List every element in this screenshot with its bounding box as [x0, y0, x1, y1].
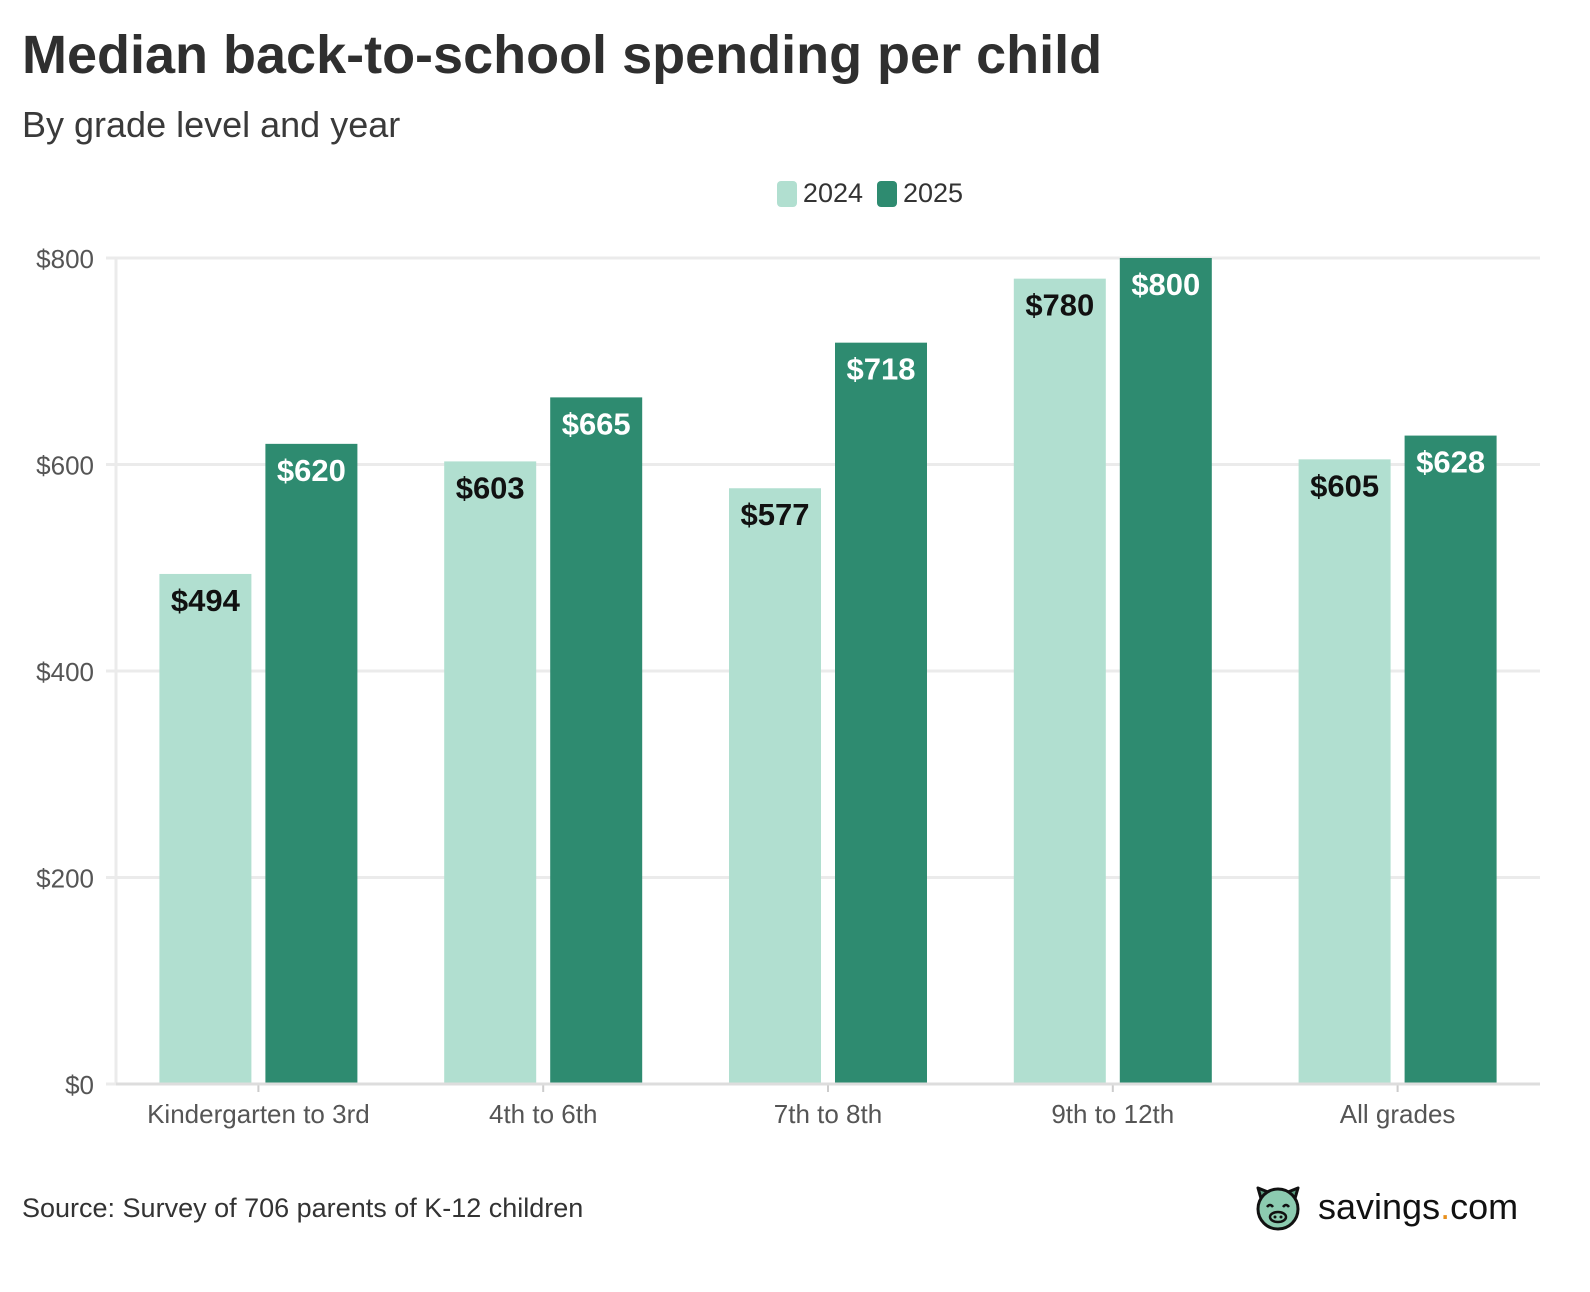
legend-swatch-2024	[776, 180, 797, 207]
y-tick-label: $800	[36, 244, 94, 274]
bar-2025	[1404, 435, 1497, 1085]
bar-2024	[1013, 278, 1106, 1084]
legend-label-2024: 2024	[802, 178, 863, 208]
data-label-2025: $718	[847, 352, 916, 387]
bar-2025	[265, 443, 358, 1085]
y-tick-label: $400	[36, 657, 94, 687]
bar-2024	[729, 488, 821, 1084]
x-tick-label: 7th to 8th	[774, 1099, 882, 1129]
x-tick-label: All grades	[1340, 1099, 1456, 1129]
legend-swatch-2025	[877, 180, 897, 207]
legend-item-2024: 2024	[776, 178, 863, 209]
x-tick-label: 9th to 12th	[1051, 1099, 1174, 1129]
pig-icon	[1256, 1186, 1300, 1231]
data-label-2024: $603	[456, 470, 525, 505]
chart-subtitle: By grade level and year	[22, 104, 401, 145]
x-tick-label: 4th to 6th	[489, 1099, 597, 1129]
logo-text: savings.com	[1318, 1186, 1519, 1227]
source-note: Source: Survey of 706 parents of K-12 ch…	[22, 1193, 584, 1223]
data-label-2025: $628	[1416, 445, 1485, 480]
data-label-2024: $494	[171, 583, 241, 618]
data-label-2024: $577	[741, 497, 810, 532]
data-label-2024: $605	[1310, 468, 1379, 503]
legend-item-2025: 2025	[877, 178, 963, 209]
bar-2024	[444, 461, 537, 1085]
data-label-2025: $620	[277, 453, 346, 488]
data-label-2025: $800	[1131, 267, 1200, 302]
chart-title: Median back-to-school spending per child	[22, 25, 1103, 85]
x-tick-label: Kindergarten to 3rd	[147, 1099, 370, 1129]
legend-label-2025: 2025	[903, 178, 964, 208]
bar-2025	[550, 397, 643, 1084]
bar-2024	[159, 573, 252, 1084]
bar-2025	[835, 342, 927, 1084]
data-label-2025: $665	[562, 406, 631, 441]
y-tick-label: $200	[36, 864, 94, 894]
legend: 2024 2025	[0, 178, 1590, 209]
bar-2024	[1298, 459, 1391, 1084]
savings-logo: savings.com	[1250, 1182, 1518, 1232]
data-label-2024: $780	[1025, 288, 1094, 323]
y-tick-label: $600	[36, 451, 94, 481]
bar-2025	[1119, 258, 1212, 1084]
y-tick-label: $0	[65, 1070, 94, 1100]
